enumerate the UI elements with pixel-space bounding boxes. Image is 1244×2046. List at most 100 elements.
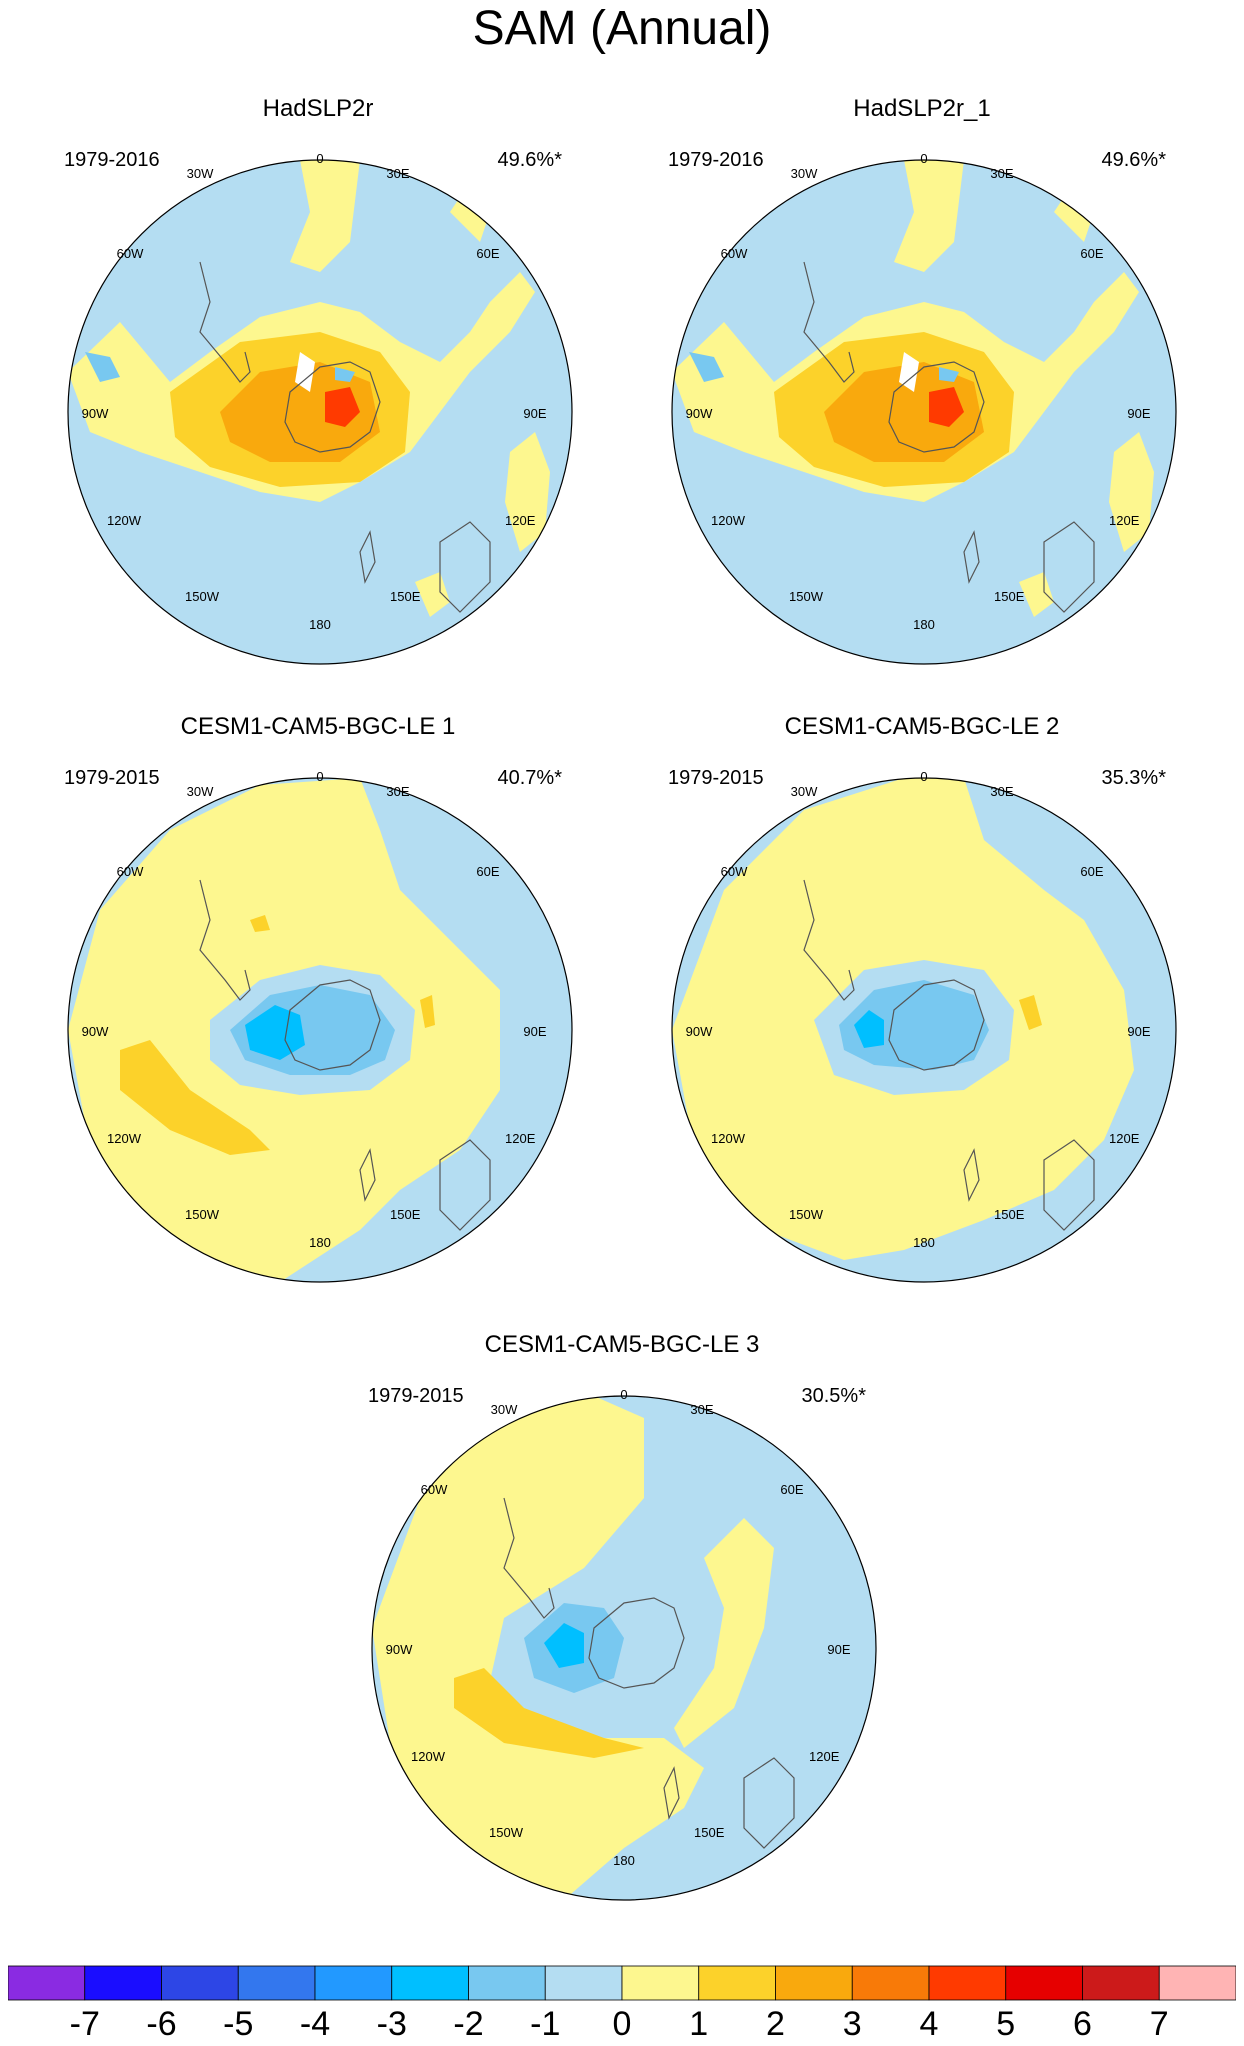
longitude-label: 90E: [1127, 406, 1151, 421]
contour-region: [894, 160, 964, 272]
colorbar-swatch: [468, 1965, 546, 2001]
longitude-label: 0: [316, 151, 324, 166]
longitude-label: 30E: [386, 166, 410, 181]
figure-title: SAM (Annual): [472, 2, 772, 55]
colorbar-swatches: [8, 1965, 1236, 2001]
colorbar-tick-label: -5: [223, 2005, 254, 2043]
period-label: 1979-2016: [64, 149, 160, 171]
map-border: [671, 159, 1177, 665]
coastline: [284, 979, 381, 1071]
longitude-label: 120E: [1109, 513, 1140, 528]
coastline: [888, 361, 985, 453]
coastline: [1043, 521, 1095, 613]
contour-region: [85, 352, 120, 382]
variance-percent: 49.6%*: [1101, 149, 1167, 171]
contour-region: [1109, 432, 1154, 552]
contour-region: [454, 1668, 644, 1758]
longitude-label: 30E: [990, 784, 1014, 799]
longitude-label: 30E: [990, 166, 1014, 181]
colorbar-tick-label: 0: [612, 2005, 632, 2043]
coastline: [663, 1766, 680, 1820]
colorbar-swatch: [544, 1965, 623, 2001]
colorbar-swatch: [8, 1965, 86, 2001]
panel-title: CESM1-CAM5-BGC-LE 3: [484, 1331, 760, 1358]
colorbar-swatch: [698, 1965, 776, 2001]
longitude-label: 60E: [476, 864, 500, 879]
coastline: [359, 1148, 376, 1202]
map-panel-cesm-le2: CESM1-CAM5-BGC-LE 2 1979-2015 35.3%* 0 30E 60…: [642, 712, 1202, 1312]
longitude-label: 180: [913, 617, 935, 632]
colorbar: -7 -6 -5 -4 -3 -2 -1 0 1 2 3 4 5 6 7: [8, 1964, 1236, 2046]
panel-title: CESM1-CAM5-BGC-LE 1: [180, 713, 456, 740]
coastline: [199, 879, 251, 1001]
longitude-label: 30W: [186, 166, 214, 181]
longitude-label: 90W: [385, 1642, 413, 1657]
colorbar-tick-label: -7: [69, 2005, 100, 2043]
longitude-label: 150W: [789, 1207, 823, 1222]
contour-region: [295, 352, 315, 392]
variance-percent: 35.3%*: [1101, 767, 1167, 789]
longitude-label: 150E: [390, 1207, 421, 1222]
longitude-label: 120E: [809, 1749, 840, 1764]
coastline: [803, 879, 855, 1001]
contour-region: [674, 1518, 774, 1748]
panel-title: CESM1-CAM5-BGC-LE 2: [784, 713, 1060, 740]
colorbar-swatch: [1158, 1965, 1236, 2001]
coastline: [803, 261, 855, 383]
coastline: [963, 530, 980, 584]
longitude-label: 60E: [780, 1482, 804, 1497]
longitude-label: 0: [920, 769, 928, 784]
longitude-label: 120W: [711, 1131, 745, 1146]
longitude-label: 60E: [476, 246, 500, 261]
contour-region: [839, 980, 989, 1070]
coastline: [1043, 1139, 1095, 1231]
longitude-label: 180: [309, 617, 331, 632]
coastline: [439, 521, 491, 613]
colorbar-swatch: [621, 1965, 700, 2001]
colorbar-swatch: [1082, 1965, 1160, 2001]
contour-region: [335, 367, 355, 382]
longitude-label: 120W: [107, 513, 141, 528]
colorbar-tick-label: -4: [299, 2005, 331, 2043]
longitude-label: 90E: [523, 406, 547, 421]
longitude-label: 30W: [790, 166, 818, 181]
longitude-label: 150E: [390, 589, 421, 604]
coastline: [503, 1497, 555, 1619]
map-border: [67, 777, 573, 1283]
colorbar-swatch: [314, 1965, 393, 2001]
map-panel-cesm-le3: CESM1-CAM5-BGC-LE 3 1979-2015 30.5%* 0 30E 60…: [342, 1330, 902, 1930]
contour-region: [824, 362, 984, 462]
longitude-label: 30W: [186, 784, 214, 799]
polar-map: [67, 777, 573, 1283]
longitude-label: 90W: [685, 1024, 713, 1039]
polar-map: [371, 1395, 877, 1901]
longitude-label: 120W: [107, 1131, 141, 1146]
colorbar-swatch: [928, 1965, 1007, 2001]
colorbar-swatch: [237, 1965, 316, 2001]
polar-map: [67, 159, 573, 665]
longitude-label: 0: [620, 1387, 628, 1402]
contour-region: [415, 572, 450, 617]
colorbar-swatch: [775, 1965, 853, 2001]
longitude-label: 120E: [505, 1131, 536, 1146]
contour-region: [689, 352, 724, 382]
contour-region: [1019, 572, 1054, 617]
panel-title: HadSLP2r: [262, 95, 374, 122]
colorbar-swatch: [1005, 1965, 1083, 2001]
longitude-label: 60E: [1080, 246, 1104, 261]
panel-title: HadSLP2r_1: [853, 95, 991, 122]
longitude-label: 90W: [685, 406, 713, 421]
variance-percent: 49.6%*: [497, 149, 563, 171]
longitude-label: 150W: [789, 589, 823, 604]
longitude-label: 180: [913, 1235, 935, 1250]
longitude-label: 120E: [505, 513, 536, 528]
period-label: 1979-2015: [368, 1385, 464, 1407]
longitude-label: 150W: [185, 589, 219, 604]
longitude-label: 60W: [116, 864, 144, 879]
longitude-label: 0: [316, 769, 324, 784]
longitude-label: 0: [920, 151, 928, 166]
colorbar-tick-label: -3: [376, 2005, 407, 2043]
longitude-label: 90E: [523, 1024, 547, 1039]
map-panel-hadslp2r: HadSLP2r 1979-2016 49.6%* 0 30E 60E 90E 120E 150…: [38, 94, 598, 694]
longitude-label: 30W: [490, 1402, 518, 1417]
